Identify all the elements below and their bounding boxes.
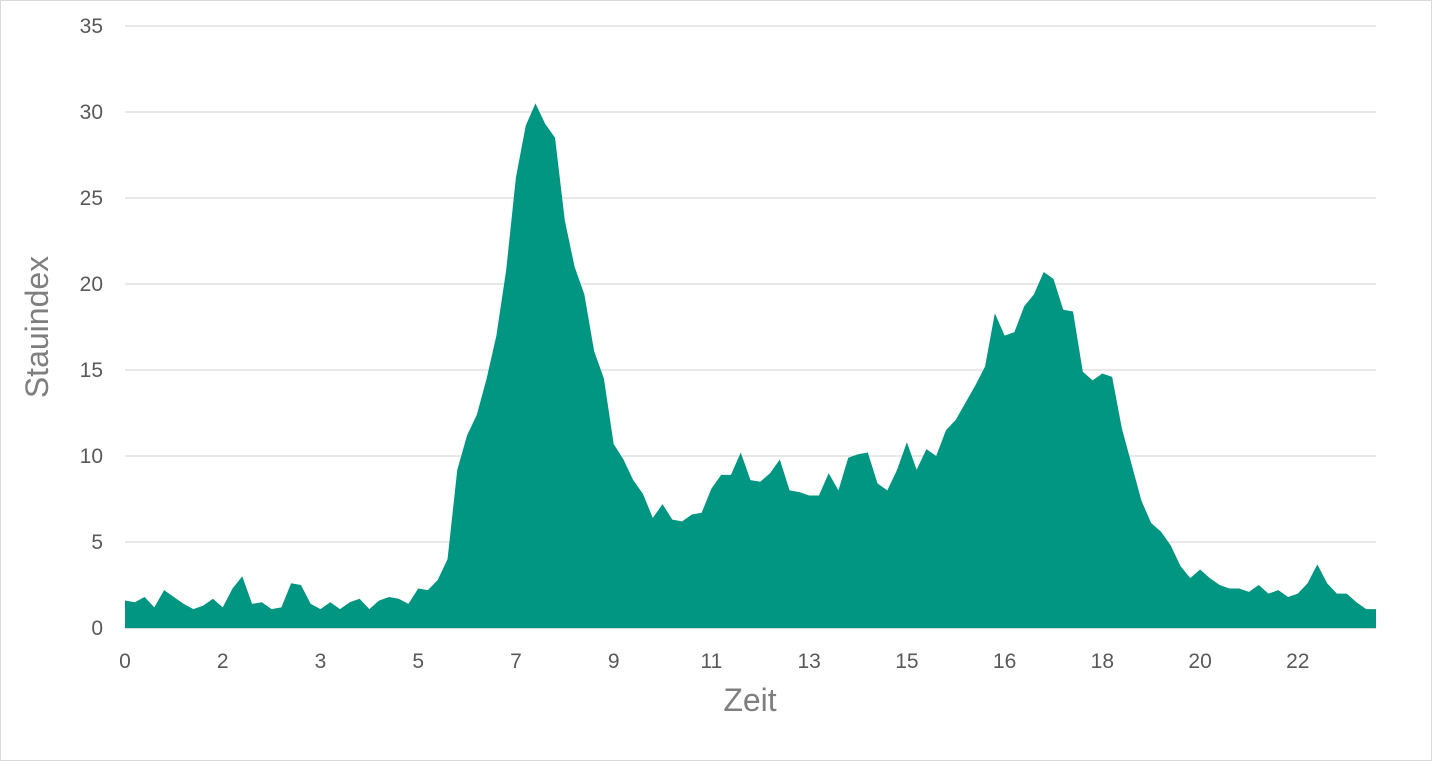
y-tick-label: 35	[80, 15, 103, 38]
x-tick-label: 15	[895, 650, 918, 673]
x-tick-label: 2	[217, 650, 229, 673]
y-axis-ticks: 0 5 10 15 20 25 30 35	[80, 15, 103, 640]
x-tick-label: 13	[797, 650, 820, 673]
y-tick-label: 25	[80, 187, 103, 210]
x-tick-label: 18	[1091, 650, 1114, 673]
y-tick-label: 30	[80, 101, 103, 124]
y-tick-label: 5	[91, 531, 103, 554]
y-tick-label: 0	[91, 617, 103, 640]
x-tick-label: 3	[315, 650, 327, 673]
series-area-stauindex	[125, 103, 1376, 628]
gridlines	[125, 25, 1376, 629]
x-tick-label: 7	[510, 650, 522, 673]
series-area-layer	[125, 103, 1376, 628]
x-tick-label: 5	[412, 650, 424, 673]
y-tick-label: 20	[80, 273, 103, 296]
x-tick-label: 22	[1286, 650, 1309, 673]
x-tick-label: 16	[993, 650, 1016, 673]
y-axis-title: Stauindex	[19, 256, 55, 398]
y-tick-label: 10	[80, 445, 103, 468]
x-axis-ticks: 0 2 3 5 7 9 11 13 15 16 18 20 22	[119, 650, 1309, 673]
x-axis-title: Zeit	[723, 682, 776, 718]
y-tick-label: 15	[80, 359, 103, 382]
x-tick-label: 11	[701, 650, 723, 673]
x-tick-label: 9	[608, 650, 620, 673]
x-tick-label: 0	[119, 650, 131, 673]
x-tick-label: 20	[1188, 650, 1211, 673]
